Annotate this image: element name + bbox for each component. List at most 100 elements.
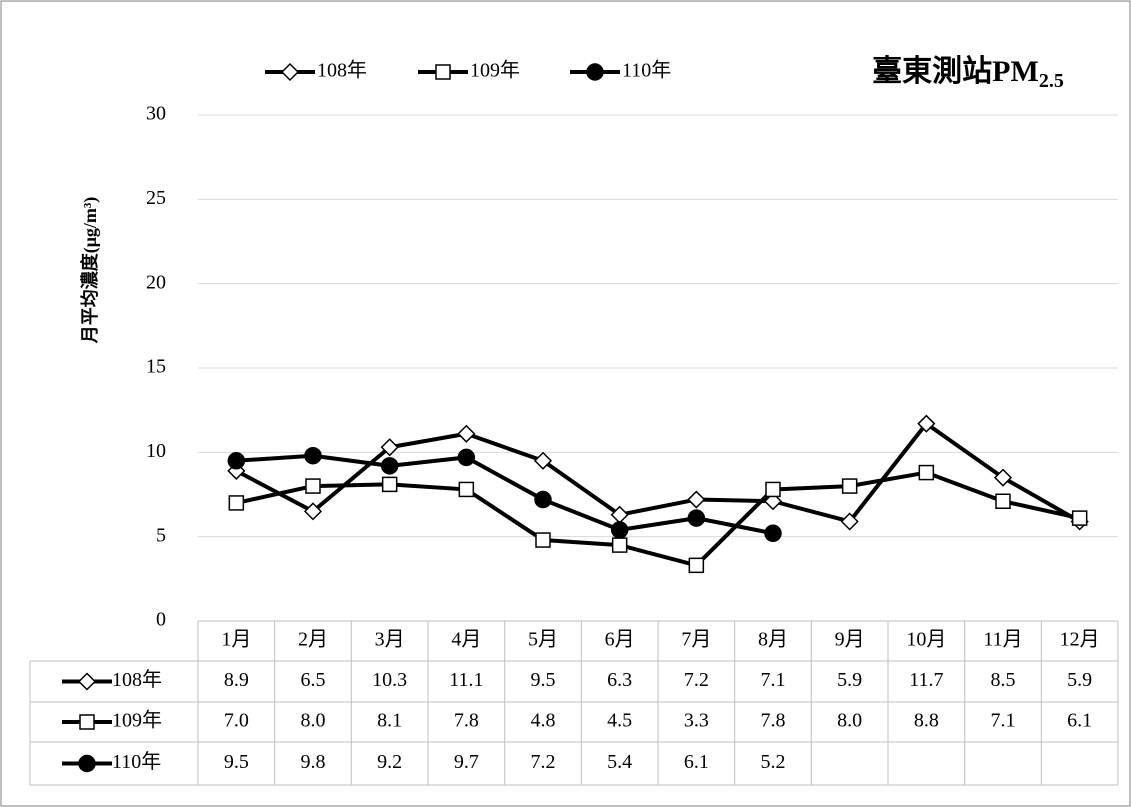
- marker: [304, 446, 322, 465]
- table-value: 7.2: [684, 669, 709, 691]
- y-tick-label: 20: [146, 271, 166, 293]
- table-value: 5.2: [761, 751, 786, 773]
- table-value: 7.1: [991, 710, 1016, 732]
- table-value: 9.2: [377, 751, 402, 773]
- x-tick-label: 12月: [1060, 629, 1100, 651]
- marker: [535, 532, 551, 548]
- y-tick-label: 0: [156, 609, 166, 631]
- marker: [841, 478, 858, 494]
- table-value: 9.7: [454, 751, 479, 773]
- legend-label: 110年: [112, 750, 161, 773]
- table-value: 6.5: [301, 669, 326, 691]
- marker: [303, 502, 323, 521]
- x-tick-label: 5月: [528, 629, 558, 651]
- marker: [380, 457, 399, 475]
- marker: [918, 464, 935, 481]
- marker: [687, 509, 706, 527]
- table-value: 11.1: [449, 669, 483, 691]
- legend-label: 108年: [317, 59, 367, 82]
- marker: [765, 481, 781, 498]
- table-value: 9.5: [531, 669, 556, 691]
- marker: [688, 557, 705, 574]
- marker: [586, 63, 604, 81]
- marker: [534, 490, 552, 509]
- marker: [917, 414, 936, 433]
- x-tick-label: 6月: [605, 629, 635, 651]
- x-tick-label: 7月: [681, 629, 711, 651]
- chart-title: 臺東測站PM2.5: [872, 55, 1064, 92]
- marker: [1071, 510, 1088, 526]
- marker: [687, 490, 706, 509]
- table-value: 8.8: [914, 710, 939, 732]
- title-subscript: 2.5: [1039, 70, 1064, 92]
- y-tick-label: 5: [156, 524, 166, 546]
- x-tick-label: 11月: [983, 629, 1022, 651]
- marker: [78, 754, 96, 773]
- marker: [993, 468, 1013, 487]
- table-value: 7.1: [761, 669, 786, 691]
- table-value: 8.5: [991, 669, 1016, 691]
- table-value: 5.4: [607, 751, 632, 773]
- marker: [380, 438, 399, 457]
- table-value: 6.3: [607, 669, 632, 691]
- marker: [381, 476, 398, 493]
- legend-label: 109年: [112, 709, 162, 732]
- x-tick-label: 3月: [375, 629, 405, 651]
- table-value: 9.8: [301, 751, 326, 773]
- table-value: 3.3: [684, 710, 709, 732]
- table-value: 7.8: [454, 710, 479, 732]
- table-value: 7.2: [531, 751, 556, 773]
- x-tick-label: 8月: [758, 629, 788, 651]
- x-tick-label: 2月: [298, 629, 328, 651]
- marker: [763, 492, 783, 511]
- series-line: [235, 421, 1081, 524]
- y-tick-label: 15: [146, 356, 166, 378]
- x-tick-label: 10月: [906, 629, 946, 651]
- x-tick-label: 1月: [221, 629, 251, 651]
- y-tick-label: 30: [146, 103, 166, 125]
- marker: [995, 493, 1011, 509]
- marker: [610, 521, 629, 539]
- x-tick-label: 4月: [451, 629, 481, 651]
- legend-label: 110年: [622, 59, 671, 82]
- table-value: 4.8: [531, 710, 556, 732]
- title-main: 臺東測站PM: [872, 55, 1039, 88]
- table-value: 7.0: [224, 710, 249, 732]
- table-value: 6.1: [684, 751, 709, 773]
- table-value: 4.5: [607, 710, 632, 732]
- marker: [611, 537, 628, 553]
- marker: [458, 481, 475, 498]
- table-value: 8.1: [377, 710, 402, 732]
- marker: [227, 452, 246, 470]
- marker: [457, 424, 476, 443]
- table-value: 6.1: [1067, 710, 1092, 732]
- table-value: 8.0: [837, 710, 862, 732]
- marker: [305, 478, 321, 494]
- y-tick-label: 25: [146, 187, 166, 209]
- marker: [77, 672, 97, 691]
- table-value: 5.9: [837, 669, 862, 691]
- table-value: 11.7: [909, 669, 943, 691]
- marker: [840, 512, 859, 531]
- table-value: 8.0: [301, 710, 326, 732]
- table-value: 8.9: [224, 669, 249, 691]
- table-value: 10.3: [372, 669, 407, 691]
- x-tick-label: 9月: [835, 629, 865, 651]
- legend-label: 108年: [112, 668, 162, 691]
- table-value: 9.5: [224, 751, 249, 773]
- series-line: [236, 453, 774, 536]
- legend-label: 109年: [470, 59, 520, 82]
- marker: [280, 62, 300, 82]
- y-tick-label: 10: [146, 440, 166, 462]
- marker: [457, 448, 476, 467]
- marker: [533, 451, 553, 470]
- table-value: 7.8: [761, 710, 786, 732]
- y-axis-label: 月平均濃度(μg/m³): [79, 197, 101, 345]
- marker: [435, 64, 451, 80]
- marker: [764, 524, 782, 543]
- table-value: 5.9: [1067, 669, 1092, 691]
- series-line: [235, 470, 1081, 568]
- marker: [228, 495, 245, 511]
